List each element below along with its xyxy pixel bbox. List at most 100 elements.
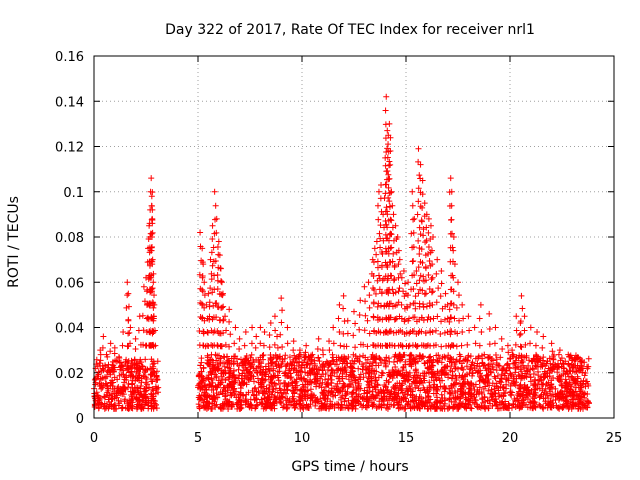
data-point bbox=[219, 290, 226, 297]
streak-point bbox=[215, 251, 222, 258]
streak-point bbox=[499, 345, 506, 352]
baseline-point bbox=[277, 395, 284, 402]
streak-point bbox=[566, 353, 573, 360]
streak-point bbox=[441, 329, 448, 336]
baseline-point bbox=[576, 365, 583, 372]
data-point bbox=[216, 252, 223, 259]
baseline-point bbox=[518, 352, 525, 359]
baseline-point bbox=[465, 390, 472, 397]
baseline-point bbox=[297, 367, 304, 374]
baseline-point bbox=[459, 389, 466, 396]
baseline-point bbox=[382, 383, 389, 390]
baseline-point bbox=[462, 372, 469, 379]
baseline-point bbox=[540, 391, 547, 398]
streak-point bbox=[382, 107, 389, 114]
baseline-point bbox=[94, 363, 101, 370]
streak-point bbox=[413, 280, 420, 287]
baseline-point bbox=[196, 381, 203, 388]
baseline-point bbox=[418, 401, 425, 408]
streak-point bbox=[148, 234, 155, 240]
baseline-point bbox=[131, 389, 138, 396]
streak-point bbox=[486, 341, 493, 348]
baseline-point bbox=[382, 363, 389, 370]
streak-point bbox=[352, 320, 359, 327]
streak-point bbox=[425, 229, 432, 236]
baseline-point bbox=[343, 360, 350, 367]
streak-point bbox=[429, 288, 436, 295]
streak-point bbox=[209, 262, 216, 269]
baseline-point bbox=[535, 359, 542, 366]
streak-point bbox=[437, 330, 444, 337]
streak-point bbox=[398, 315, 405, 322]
baseline-point bbox=[329, 403, 336, 410]
baseline-point bbox=[497, 378, 504, 385]
baseline-point bbox=[302, 377, 309, 384]
streak-point bbox=[385, 194, 392, 201]
data-point bbox=[278, 295, 285, 302]
streak-point bbox=[201, 292, 208, 299]
streak-point bbox=[370, 273, 377, 280]
baseline-point bbox=[405, 376, 412, 383]
baseline-point bbox=[290, 367, 297, 374]
streak-point bbox=[413, 343, 420, 350]
baseline-point bbox=[242, 396, 249, 403]
streak-point bbox=[376, 230, 383, 237]
streak-point bbox=[198, 300, 205, 307]
baseline-point bbox=[421, 370, 428, 377]
streak-point bbox=[420, 226, 427, 233]
baseline-point bbox=[236, 372, 243, 379]
data-point bbox=[151, 301, 158, 308]
streak-point bbox=[455, 292, 462, 299]
streak-point bbox=[204, 329, 211, 336]
streak-point bbox=[152, 342, 159, 349]
baseline-point bbox=[438, 359, 445, 366]
streak-point bbox=[370, 259, 377, 266]
baseline-point bbox=[530, 355, 537, 362]
baseline-point bbox=[153, 405, 160, 412]
baseline-point bbox=[402, 358, 409, 365]
baseline-point bbox=[427, 384, 434, 391]
baseline-point bbox=[107, 368, 114, 375]
baseline-point bbox=[427, 353, 434, 360]
baseline-point bbox=[117, 363, 124, 370]
baseline-point bbox=[108, 396, 115, 403]
data-point bbox=[261, 329, 268, 336]
streak-point bbox=[486, 326, 493, 333]
baseline-point bbox=[522, 373, 529, 380]
baseline-point bbox=[527, 374, 534, 381]
baseline-point bbox=[532, 362, 539, 369]
baseline-point bbox=[305, 353, 312, 360]
baseline-point bbox=[286, 399, 293, 406]
streak-point bbox=[388, 217, 395, 224]
streak-point bbox=[435, 285, 442, 292]
baseline-point bbox=[129, 359, 136, 366]
baseline-point bbox=[378, 369, 385, 376]
data-point bbox=[455, 279, 461, 286]
baseline-point bbox=[264, 403, 271, 410]
baseline-point bbox=[362, 370, 369, 377]
streak-point bbox=[418, 218, 425, 225]
streak-point bbox=[384, 224, 391, 231]
baseline-point bbox=[341, 383, 348, 390]
streak-point bbox=[378, 290, 385, 297]
baseline-point bbox=[527, 391, 534, 398]
baseline-point bbox=[206, 357, 213, 364]
baseline-point bbox=[523, 365, 530, 372]
data-point bbox=[421, 200, 428, 207]
baseline-point bbox=[513, 354, 520, 361]
streak-point bbox=[149, 285, 156, 292]
streak-point bbox=[424, 316, 431, 323]
streak-point bbox=[390, 250, 397, 257]
baseline-point bbox=[134, 404, 141, 411]
baseline-point bbox=[219, 390, 226, 397]
baseline-point bbox=[301, 356, 308, 363]
baseline-point bbox=[220, 384, 227, 391]
data-point bbox=[415, 145, 422, 152]
data-point bbox=[315, 335, 322, 342]
baseline-point bbox=[272, 381, 279, 388]
baseline-point bbox=[585, 363, 592, 370]
baseline-point bbox=[202, 402, 209, 409]
streak-point bbox=[241, 342, 248, 349]
baseline-point bbox=[348, 363, 355, 370]
baseline-point bbox=[307, 386, 314, 393]
